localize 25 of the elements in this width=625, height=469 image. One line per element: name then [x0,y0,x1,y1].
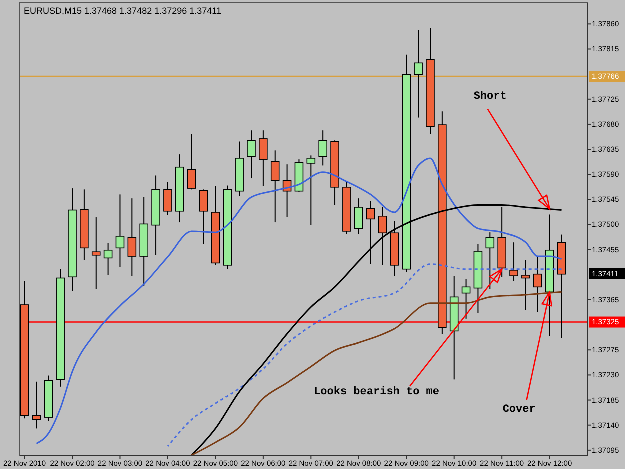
annotation: Looks bearish to me [314,386,440,398]
candlestick [533,256,542,313]
candlestick [92,217,101,290]
annotation: Cover [502,404,536,416]
line-series [191,291,562,456]
candlestick [199,189,208,245]
candlestick [259,130,268,187]
candlestick [414,30,423,118]
candlestick [522,260,530,311]
candlestick [318,130,328,166]
candlestick [306,155,316,226]
candlestick [164,182,172,216]
candlestick [32,381,42,430]
candlestick [116,194,125,268]
candlestick [247,130,256,180]
candlestick [104,242,113,276]
candlestick [510,242,518,282]
candlestick [462,278,471,320]
candlestick [486,232,495,290]
candlestick [187,134,196,190]
annotation: Short [474,91,507,104]
chart-title: EURUSD,M15 1.37468 1.37482 1.37296 1.37411 [24,6,222,16]
candlestick [354,198,364,235]
candlestick [128,198,137,277]
candlestick [270,150,280,224]
